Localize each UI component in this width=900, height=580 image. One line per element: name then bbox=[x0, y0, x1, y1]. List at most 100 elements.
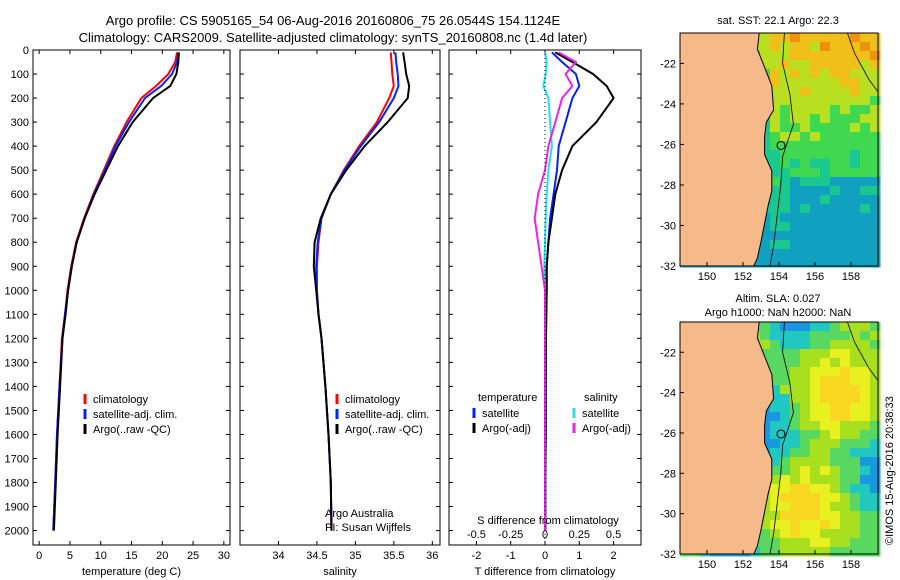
legend-label: climatology bbox=[93, 394, 149, 406]
y-tick-label: 1300 bbox=[5, 357, 29, 369]
sst-map-title: sat. SST: 22.1 Argo: 22.3 bbox=[717, 15, 839, 27]
map-cell bbox=[850, 240, 861, 250]
map-cell bbox=[870, 394, 881, 404]
map-cell bbox=[770, 466, 781, 476]
map-cell bbox=[830, 412, 841, 422]
map-cell bbox=[860, 439, 871, 449]
map-cell bbox=[870, 430, 881, 440]
map-cell bbox=[760, 511, 771, 521]
map-cell bbox=[780, 448, 791, 458]
map-cell bbox=[800, 114, 811, 124]
map-cell bbox=[850, 168, 861, 178]
map-cell bbox=[790, 258, 801, 268]
map-cell bbox=[760, 322, 771, 332]
map-cell bbox=[790, 412, 801, 422]
lon-tick-label: 154 bbox=[770, 271, 788, 283]
s-difference-label: S difference from climatology bbox=[477, 515, 619, 527]
map-cell bbox=[860, 538, 871, 548]
map-cell bbox=[770, 168, 781, 178]
map-cell bbox=[860, 132, 871, 142]
map-cell bbox=[770, 222, 781, 232]
temperature-panel: 0 5 10 15 20 25 300100200300400500600700800900… bbox=[5, 45, 231, 578]
map-cell bbox=[860, 51, 871, 61]
map-cell bbox=[800, 204, 811, 214]
map-cell bbox=[870, 141, 881, 151]
map-cell bbox=[840, 439, 851, 449]
lat-tick-label: -32 bbox=[660, 549, 676, 561]
map-cell bbox=[830, 78, 841, 88]
map-cell bbox=[860, 475, 871, 485]
map-cell bbox=[760, 430, 771, 440]
map-cell bbox=[870, 475, 881, 485]
map-cell bbox=[830, 502, 841, 512]
lat-tick-label: -30 bbox=[660, 509, 676, 521]
map-cell bbox=[840, 367, 851, 377]
map-cell bbox=[860, 114, 871, 124]
map-cell bbox=[820, 331, 831, 341]
map-cell bbox=[780, 33, 791, 43]
x-tick-label: -2 bbox=[472, 550, 482, 562]
map-cell bbox=[830, 150, 841, 160]
map-cell bbox=[790, 96, 801, 106]
map-cell bbox=[770, 547, 781, 557]
map-cell bbox=[860, 412, 871, 422]
map-cell bbox=[830, 520, 841, 530]
map-cell bbox=[770, 105, 781, 115]
map-cell bbox=[850, 42, 861, 52]
y-tick-label: 1400 bbox=[5, 381, 29, 393]
map-cell bbox=[860, 403, 871, 413]
map-cell bbox=[760, 231, 771, 241]
map-cell bbox=[830, 322, 841, 332]
map-cell bbox=[810, 78, 821, 88]
map-cell bbox=[800, 412, 811, 422]
map-cell bbox=[820, 258, 831, 268]
map-cell bbox=[800, 69, 811, 79]
map-cell bbox=[870, 412, 881, 422]
lon-tick-label: 150 bbox=[698, 271, 716, 283]
map-cell bbox=[800, 439, 811, 449]
map-cell bbox=[840, 159, 851, 169]
map-cell bbox=[800, 358, 811, 368]
map-cell bbox=[770, 213, 781, 223]
x-tick-label: 0 bbox=[542, 550, 548, 562]
map-cell bbox=[810, 448, 821, 458]
map-cell bbox=[810, 529, 821, 539]
map-cell bbox=[840, 249, 851, 259]
map-cell bbox=[790, 367, 801, 377]
map-cell bbox=[770, 403, 781, 413]
lat-tick-label: -28 bbox=[660, 180, 676, 192]
map-cell bbox=[780, 78, 791, 88]
x-tick-label: 36 bbox=[426, 550, 438, 562]
header-line-2: Climatology: CARS2009. Satellite-adjuste… bbox=[79, 30, 588, 45]
sla-map-panel: 150 152 154 156 158 -22 -24 -26 -28 -30 -32 bbox=[660, 321, 881, 571]
y-tick-label: 700 bbox=[11, 213, 29, 225]
map-cell bbox=[860, 547, 871, 557]
lon-tick-label: 158 bbox=[842, 559, 860, 571]
map-cell bbox=[830, 403, 841, 413]
x-axis-label: salinity bbox=[323, 566, 357, 578]
map-cell bbox=[850, 475, 861, 485]
map-cell bbox=[830, 195, 841, 205]
lat-tick-label: -32 bbox=[660, 261, 676, 273]
map-cell bbox=[830, 376, 841, 386]
map-cell bbox=[850, 105, 861, 115]
map-cell bbox=[800, 60, 811, 70]
map-cell bbox=[800, 33, 811, 43]
map-cell bbox=[820, 340, 831, 350]
map-cell bbox=[870, 403, 881, 413]
map-cell bbox=[760, 349, 771, 359]
map-cell bbox=[840, 222, 851, 232]
map-cell bbox=[800, 87, 811, 97]
map-cell bbox=[810, 349, 821, 359]
map-cell bbox=[860, 448, 871, 458]
map-cell bbox=[800, 123, 811, 133]
map-cell bbox=[850, 87, 861, 97]
map-cell bbox=[830, 421, 841, 431]
map-cell bbox=[800, 105, 811, 115]
map-cell bbox=[830, 358, 841, 368]
map-cell bbox=[770, 78, 781, 88]
map-cell bbox=[770, 60, 781, 70]
map-cell bbox=[770, 69, 781, 79]
map-cell bbox=[840, 150, 851, 160]
x-tick-label: 34.5 bbox=[306, 550, 327, 562]
